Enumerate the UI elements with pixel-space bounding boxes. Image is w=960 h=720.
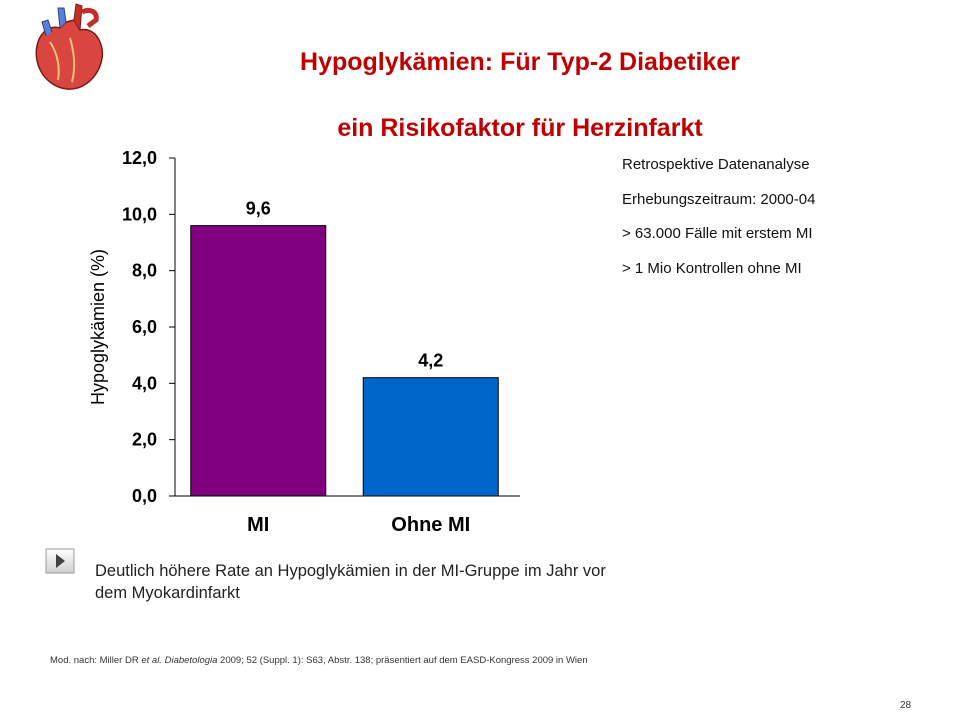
footnote-prefix: Mod. nach: Miller DR [50,655,142,666]
page-number: 28 [900,700,912,711]
y-tick-label: 8,0 [132,261,157,281]
info-item: Erhebungszeitraum: 2000-04 [622,190,816,208]
heart-icon [35,3,104,90]
footnote-journal: Diabetologia [164,655,218,666]
bar-mi [190,225,327,497]
footnote: Mod. nach: Miller DR et al. Diabetologia… [50,655,588,666]
info-item: > 1 Mio Kontrollen ohne MI [622,260,802,278]
slide-title-line1: Hypoglykämien: Für Typ-2 Diabetiker [300,48,740,76]
y-tick-label: 0,0 [132,486,157,506]
footnote-suffix: 2009; 52 (Suppl. 1): S63, Abstr. 138; pr… [217,655,588,666]
x-tick-label: MI [247,514,269,536]
y-tick-label: 10,0 [122,204,157,224]
y-tick-label: 12,0 [122,148,157,168]
slide-title-line2: ein Risikofaktor für Herzinfarkt [337,114,703,142]
info-item: Retrospektive Datenanalyse [622,156,810,173]
x-tick-label: Ohne MI [391,514,470,536]
bar-ohne-mi [362,377,499,497]
footnote-etal: et al. [141,655,162,666]
y-tick-label: 2,0 [132,430,157,450]
study-info-list: Retrospektive Datenanalyse Erhebungszeit… [622,148,815,287]
chart-svg: 0,0 2,0 4,0 6,0 8,0 10,0 12,0 Hypoglykämien (%)… [88,148,520,536]
play-arrow-icon [45,548,75,574]
y-tick-label: 6,0 [132,317,157,337]
y-tick-label: 4,0 [132,373,157,393]
bar-chart: 0,0 2,0 4,0 6,0 8,0 10,0 12,0 Hypoglykämien (%)… [60,140,540,550]
bullet-text: Deutlich höhere Rate an Hypoglykämien in… [95,562,606,602]
data-label: 9,6 [246,199,271,219]
data-label: 4,2 [418,351,443,371]
info-item: > 63.000 Fälle mit erstem MI [622,225,813,243]
y-axis-label: Hypoglykämien (%) [88,249,108,405]
